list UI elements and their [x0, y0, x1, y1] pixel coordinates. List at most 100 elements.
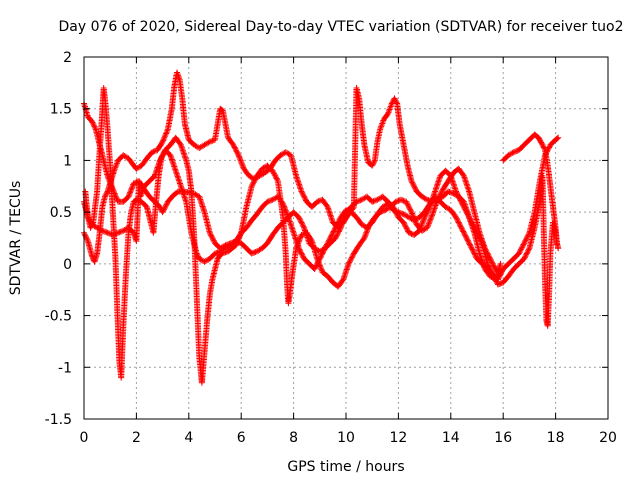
data-point-plus — [308, 238, 320, 261]
data-point-plus — [248, 174, 260, 190]
data-point-plus — [391, 95, 400, 106]
data-point-plus — [356, 236, 367, 249]
data-point-plus — [230, 141, 241, 157]
data-point-plus — [484, 266, 495, 277]
data-point-plus — [350, 243, 362, 257]
data-point-plus — [240, 165, 252, 178]
data-point-plus — [212, 249, 222, 257]
data-point-plus — [84, 238, 95, 258]
data-point-plus — [476, 229, 488, 250]
data-point-plus — [120, 272, 129, 329]
data-point-plus — [289, 246, 299, 278]
data-point-plus — [301, 255, 312, 266]
data-point-plus — [177, 141, 189, 162]
data-point-plus — [130, 197, 139, 205]
y-tick-label: 1.5 — [50, 102, 72, 118]
data-point-plus — [358, 121, 368, 147]
data-point-plus — [340, 212, 351, 226]
data-point-plus — [212, 122, 221, 143]
data-point-plus — [225, 134, 236, 147]
data-point-plus — [120, 194, 131, 205]
data-point-plus — [497, 260, 504, 267]
data-point-plus — [369, 158, 378, 169]
data-point-plus — [104, 126, 114, 167]
data-point-plus — [94, 148, 103, 195]
data-point-plus — [206, 137, 217, 145]
x-tick-label: 0 — [80, 430, 89, 446]
data-point-plus — [539, 172, 547, 235]
data-point-plus — [335, 277, 346, 290]
data-point-plus — [437, 198, 448, 209]
x-tick-label: 10 — [337, 430, 355, 446]
data-point-plus — [133, 210, 141, 245]
data-point-plus — [492, 266, 503, 277]
data-point-plus — [248, 212, 259, 224]
data-point-plus — [138, 198, 149, 209]
data-point-plus — [206, 251, 217, 262]
data-point-plus — [547, 137, 558, 148]
data-point-plus — [481, 245, 493, 261]
data-point-plus — [324, 273, 335, 285]
data-point-plus — [374, 205, 385, 218]
data-point-plus — [112, 255, 121, 317]
data-point-plus — [455, 165, 466, 178]
data-point-plus — [515, 256, 527, 267]
data-point-plus — [319, 196, 330, 209]
data-point-plus — [206, 277, 216, 298]
data-point-plus — [118, 324, 127, 381]
data-point-plus — [290, 209, 301, 220]
data-point-plus — [497, 271, 504, 278]
data-point-plus — [311, 257, 323, 272]
data-point-plus — [125, 181, 137, 200]
data-point-plus — [133, 163, 144, 172]
data-point-plus — [248, 249, 259, 257]
data-point-plus — [154, 140, 165, 154]
x-tick-label: 8 — [289, 430, 298, 446]
data-point-plus — [206, 229, 218, 245]
y-axis-title: SDTVAR / TECUs — [8, 181, 24, 296]
data-point-plus — [466, 214, 477, 235]
y-tick-label: 2 — [63, 50, 72, 66]
data-point-plus — [84, 114, 94, 124]
x-tick-label: 16 — [494, 430, 512, 446]
data-point-plus — [193, 250, 202, 261]
data-point-plus — [555, 245, 562, 252]
data-point-plus — [253, 246, 264, 255]
data-point-plus — [500, 153, 511, 164]
data-point-plus — [151, 158, 163, 179]
x-tick-labels: 0 2 4 6 8 10 12 14 16 18 20 — [80, 430, 617, 446]
data-point-plus — [193, 291, 203, 359]
data-point-plus — [345, 251, 357, 267]
data-point-plus — [201, 209, 213, 235]
data-point-plus — [489, 271, 501, 287]
x-tick-label: 14 — [442, 430, 460, 446]
data-point-plus — [369, 212, 380, 226]
data-point-plus — [290, 229, 302, 250]
x-tick-label: 18 — [547, 430, 565, 446]
data-point-plus — [222, 243, 233, 252]
data-point-plus — [295, 214, 307, 230]
data-point-plus — [201, 256, 212, 265]
data-point-plus — [403, 198, 414, 214]
data-point-plus — [332, 215, 344, 231]
data-point-plus — [293, 172, 304, 193]
data-point-plus — [282, 149, 293, 158]
data-point-plus — [421, 202, 433, 216]
data-point-plus — [515, 241, 527, 257]
y-tick-label: 0 — [63, 257, 72, 273]
data-point-plus — [539, 141, 548, 152]
data-point-plus — [381, 111, 391, 123]
data-point-plus — [235, 152, 247, 171]
data-point-plus — [196, 142, 207, 151]
data-point-plus — [188, 188, 197, 235]
data-point-plus — [143, 204, 154, 225]
data-point-plus — [429, 198, 441, 218]
data-point-plus — [253, 166, 265, 179]
data-point-plus — [94, 224, 104, 233]
data-point-plus — [324, 204, 336, 225]
data-point-plus — [177, 183, 189, 204]
data-point-plus — [353, 214, 364, 227]
data-point-plus — [88, 118, 99, 131]
data-point-plus — [125, 224, 136, 235]
data-point-plus — [181, 121, 192, 142]
